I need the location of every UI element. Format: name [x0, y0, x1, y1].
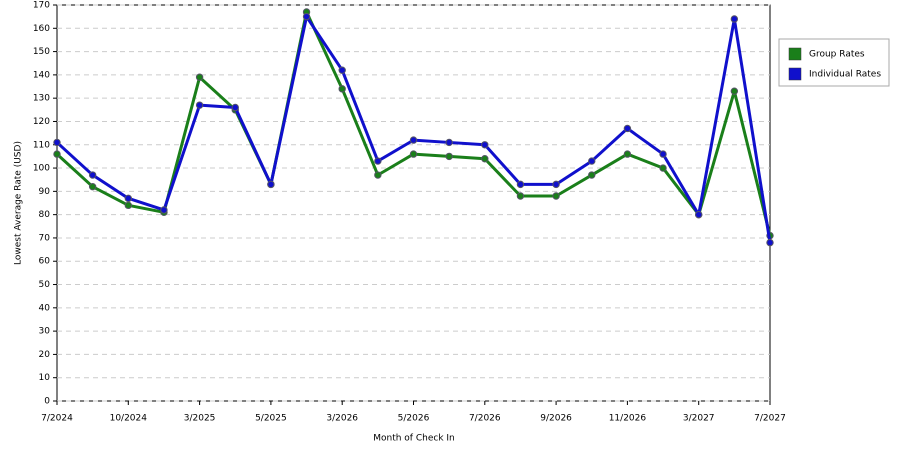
data-point — [481, 155, 489, 163]
data-point — [374, 157, 382, 165]
x-tick-label: 3/2027 — [683, 414, 715, 424]
data-point — [409, 136, 418, 144]
data-point — [53, 150, 61, 158]
data-point — [374, 171, 382, 179]
data-point — [160, 206, 168, 214]
data-point — [481, 141, 489, 149]
y-tick-label: 0 — [44, 397, 50, 407]
data-point — [445, 138, 453, 147]
y-tick-label: 80 — [39, 210, 51, 220]
y-tick-label: 120 — [33, 117, 50, 127]
data-point — [88, 182, 97, 191]
y-tick-label: 110 — [33, 140, 50, 150]
data-point — [588, 157, 596, 165]
y-tick-label: 130 — [33, 94, 50, 104]
x-tick-label: 5/2025 — [255, 414, 287, 424]
y-axis-label: Lowest Average Rate (USD) — [14, 141, 24, 265]
data-point — [302, 12, 311, 21]
legend-label: Group Rates — [809, 50, 865, 60]
data-point — [88, 171, 97, 179]
data-point — [695, 210, 703, 219]
data-point — [195, 73, 204, 81]
data-point — [53, 138, 61, 147]
y-tick-label: 150 — [33, 47, 50, 57]
plot-area — [56, 4, 771, 402]
x-tick-label: 11/2026 — [609, 414, 647, 424]
y-tick-label: 70 — [39, 233, 51, 243]
data-point — [730, 15, 739, 23]
data-point — [552, 180, 560, 189]
y-tick-label: 170 — [33, 1, 50, 11]
data-point — [124, 194, 133, 203]
x-tick-label: 7/2027 — [754, 414, 786, 424]
x-tick-label: 7/2024 — [41, 414, 73, 424]
y-tick-label: 20 — [39, 350, 51, 360]
data-point — [338, 66, 346, 74]
y-tick-label: 30 — [39, 327, 51, 337]
x-tick-label: 3/2025 — [184, 414, 216, 424]
data-point — [623, 150, 632, 158]
x-tick-label: 3/2026 — [326, 414, 358, 424]
y-tick-label: 140 — [33, 70, 50, 80]
data-point — [588, 171, 596, 179]
data-point — [409, 150, 418, 158]
data-point — [195, 101, 204, 109]
y-tick-label: 100 — [33, 164, 50, 174]
data-point — [552, 192, 560, 200]
data-point — [659, 150, 667, 158]
x-tick-label: 9/2026 — [540, 414, 572, 424]
data-point — [623, 124, 632, 133]
x-tick-label: 7/2026 — [469, 414, 501, 424]
data-point — [516, 180, 525, 189]
y-tick-label: 160 — [33, 24, 50, 34]
y-tick-label: 40 — [39, 303, 51, 313]
y-tick-label: 50 — [39, 280, 51, 290]
legend-swatch — [788, 67, 802, 81]
data-point — [267, 180, 275, 189]
data-point — [445, 152, 453, 161]
data-point — [338, 85, 346, 93]
data-point — [659, 164, 667, 172]
data-point — [516, 192, 525, 200]
data-point — [730, 87, 739, 95]
x-tick-label: 10/2024 — [110, 414, 148, 424]
y-tick-label: 60 — [39, 257, 51, 267]
legend-label: Individual Rates — [809, 70, 881, 80]
data-point — [124, 201, 133, 210]
x-axis-label: Month of Check In — [373, 434, 455, 444]
data-point — [231, 103, 239, 112]
y-tick-label: 90 — [39, 187, 51, 197]
legend-swatch — [788, 47, 802, 61]
data-point — [766, 238, 774, 247]
y-tick-label: 10 — [39, 373, 51, 383]
x-tick-label: 5/2026 — [398, 414, 430, 424]
